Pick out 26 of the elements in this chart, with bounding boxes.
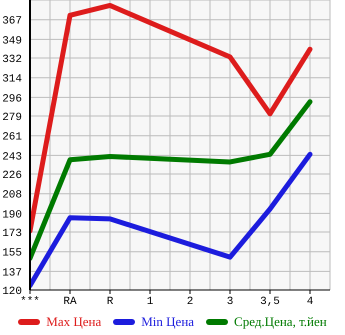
x-tick-label: R <box>106 296 114 308</box>
y-tick-label: 243 <box>2 151 22 164</box>
y-tick-label: 120 <box>2 286 22 298</box>
x-tick-label: 1 <box>146 296 154 308</box>
y-tick-label: 314 <box>2 74 22 86</box>
x-tick-label: RA <box>63 296 77 308</box>
y-tick-label: 349 <box>2 35 22 48</box>
y-tick-label: 173 <box>2 228 22 240</box>
legend-label: Сред.Цена, т.йен <box>233 314 327 330</box>
y-tick-label: 208 <box>2 190 22 202</box>
y-tick-label: 367 <box>2 16 22 28</box>
legend-label: Min Цена <box>140 314 194 330</box>
y-tick-label: 279 <box>2 112 22 124</box>
x-tick-label: 3,5 <box>260 296 280 308</box>
y-tick-label: 155 <box>2 248 22 260</box>
y-tick-label: 332 <box>2 54 22 66</box>
x-tick-label: 2 <box>186 296 194 308</box>
x-tick-label: 3 <box>226 296 234 308</box>
legend-label: Max Цена <box>45 314 102 330</box>
x-tick-label: 4 <box>306 296 314 308</box>
y-tick-label: 261 <box>2 132 22 144</box>
y-tick-label: 137 <box>2 267 22 280</box>
y-tick-label: 190 <box>2 209 22 222</box>
y-tick-label: 296 <box>2 93 22 106</box>
y-tick-label: 226 <box>2 170 22 182</box>
x-tick-label: *** <box>20 296 40 308</box>
